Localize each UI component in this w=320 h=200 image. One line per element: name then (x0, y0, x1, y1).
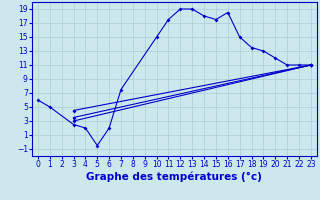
X-axis label: Graphe des températures (°c): Graphe des températures (°c) (86, 172, 262, 182)
